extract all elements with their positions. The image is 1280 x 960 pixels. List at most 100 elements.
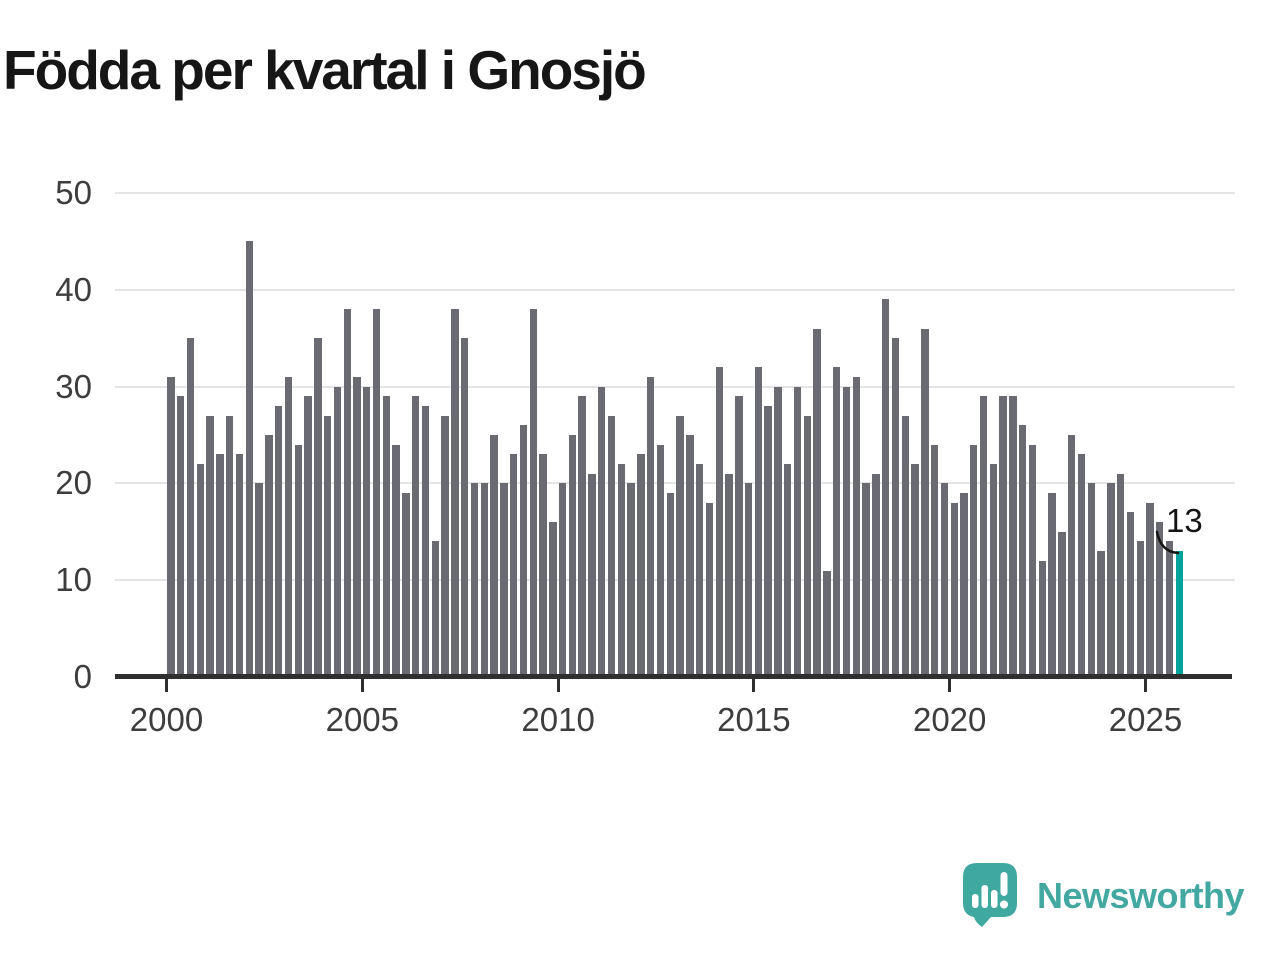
bar-2000-q1 <box>167 376 175 677</box>
bar-2002-q1 <box>245 241 253 677</box>
bar-2015-q3 <box>774 386 782 677</box>
bar-2012-q2 <box>647 376 655 677</box>
x-tick-2005 <box>360 679 364 692</box>
x-tick-2015 <box>752 679 756 692</box>
bar-2013-q4 <box>705 502 714 677</box>
bar-2004-q2 <box>333 386 342 677</box>
bar-2013-q3 <box>695 464 704 677</box>
bar-2008-q1 <box>480 483 488 677</box>
chart-title: Födda per kvartal i Gnosjö <box>3 39 647 101</box>
y-axis-label-40: 40 <box>55 270 92 308</box>
bar-2006-q3 <box>421 405 430 677</box>
bar-2002-q2 <box>255 483 263 677</box>
bar-2005-q2 <box>372 309 381 677</box>
bar-2019-q2 <box>921 328 929 677</box>
bar-2011-q2 <box>607 415 616 677</box>
x-tick-2020 <box>948 679 952 692</box>
bar-2010-q2 <box>568 435 577 677</box>
newsworthy-branding: Newsworthy <box>961 862 1245 928</box>
bar-2013-q2 <box>686 435 694 677</box>
x-tick-2000 <box>165 679 168 692</box>
x-axis-line <box>115 674 1232 679</box>
bar-2005-q4 <box>392 444 400 677</box>
bar-2016-q4 <box>823 570 831 677</box>
bar-2019-q4 <box>940 483 949 677</box>
gridline-y-30 <box>115 385 1235 388</box>
bar-2020-q3 <box>970 444 978 677</box>
bar-2008-q2 <box>490 435 498 677</box>
bar-2001-q1 <box>206 415 214 677</box>
bar-2023-q1 <box>1067 435 1076 677</box>
bar-2013-q1 <box>676 415 684 677</box>
x-axis-label-2025: 2025 <box>1108 701 1183 738</box>
bar-2024-q3 <box>1126 512 1135 677</box>
y-axis-label-50: 50 <box>55 174 92 211</box>
bar-2018-q2 <box>881 299 890 677</box>
bar-2012-q4 <box>666 493 674 677</box>
bar-2010-q4 <box>588 473 596 677</box>
bar-2007-q1 <box>441 415 449 677</box>
x-tick-2025 <box>1144 679 1147 692</box>
bar-2015-q4 <box>784 464 792 677</box>
bar-2023-q4 <box>1097 551 1105 677</box>
bar-2018-q1 <box>872 473 880 677</box>
bar-2015-q1 <box>754 367 763 677</box>
bar-2003-q1 <box>284 376 293 677</box>
bar-2007-q3 <box>461 338 469 677</box>
y-axis-label-30: 30 <box>55 367 92 405</box>
bar-2020-q1 <box>950 502 958 677</box>
bar-2008-q4 <box>509 454 518 677</box>
newsworthy-wordmark: Newsworthy <box>1037 875 1245 916</box>
bar-2017-q3 <box>852 376 860 677</box>
y-axis-label-0: 0 <box>73 658 92 695</box>
bar-2005-q3 <box>382 396 391 677</box>
bar-2014-q4 <box>744 483 753 677</box>
y-axis-label-10: 10 <box>55 561 92 599</box>
bar-2001-q4 <box>235 454 244 677</box>
bar-2012-q1 <box>637 454 645 677</box>
gridline-y-20 <box>115 482 1235 485</box>
x-tick-2010 <box>556 679 560 692</box>
bar-2007-q4 <box>470 483 479 677</box>
bar-2021-q1 <box>989 464 998 677</box>
x-axis-label-2005: 2005 <box>325 701 400 738</box>
bar-2025-q1 <box>1146 502 1154 677</box>
bar-2003-q2 <box>294 444 302 677</box>
bar-2009-q3 <box>539 454 547 677</box>
bar-2017-q2 <box>842 386 851 677</box>
bar-2004-q1 <box>323 415 332 677</box>
bar-2019-q1 <box>911 464 919 677</box>
bar-2020-q2 <box>960 493 968 677</box>
bar-2017-q1 <box>833 367 841 677</box>
bar-2014-q2 <box>725 473 733 677</box>
bar-2004-q3 <box>343 309 351 677</box>
bar-2017-q4 <box>862 483 870 677</box>
y-axis-label-20: 20 <box>55 464 92 502</box>
bar-2019-q3 <box>930 444 939 677</box>
bar-2007-q2 <box>451 309 459 677</box>
bar-2009-q2 <box>529 309 537 677</box>
bar-2002-q4 <box>274 405 283 677</box>
gridline-y-50 <box>115 192 1235 194</box>
bar-2024-q1 <box>1107 483 1115 677</box>
bar-2012-q3 <box>656 444 665 677</box>
bar-2022-q4 <box>1058 531 1066 677</box>
gridline-y-10 <box>115 579 1235 582</box>
bar-2020-q4 <box>979 396 988 677</box>
bar-2025-q2 <box>1156 522 1164 677</box>
bar-2022-q2 <box>1038 560 1046 677</box>
x-axis-label-2020: 2020 <box>912 701 987 738</box>
bar-2021-q3 <box>1009 396 1017 677</box>
bar-2006-q1 <box>402 493 410 677</box>
bar-2021-q2 <box>999 396 1007 677</box>
bar-2003-q3 <box>304 396 312 677</box>
bar-2006-q2 <box>412 396 420 677</box>
bar-2003-q4 <box>314 338 322 677</box>
x-axis-label-2015: 2015 <box>717 701 791 738</box>
bar-2006-q4 <box>431 541 440 677</box>
bar-2018-q4 <box>901 415 909 677</box>
bar-2023-q3 <box>1087 483 1095 677</box>
bar-2001-q2 <box>216 454 224 677</box>
bar-2002-q3 <box>265 435 273 677</box>
